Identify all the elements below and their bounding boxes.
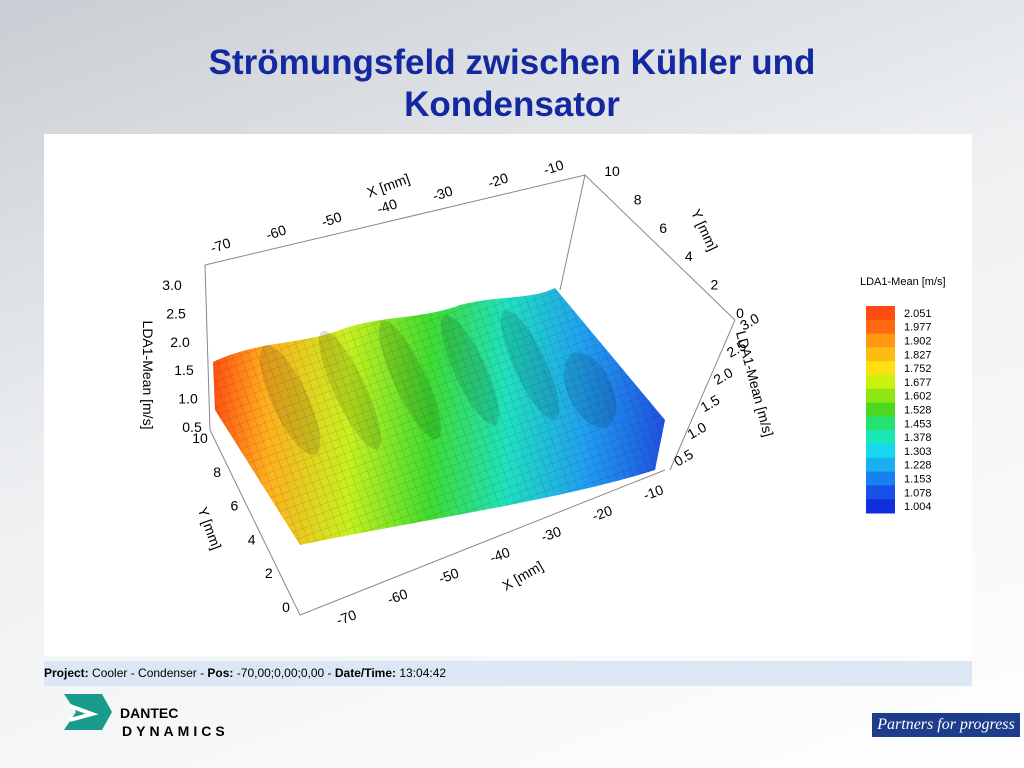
colorbar-label: 1.153 (904, 474, 932, 486)
tick-label: 10 (192, 430, 208, 446)
colorbar-label: 1.602 (904, 391, 932, 403)
colorbar-swatch (866, 333, 895, 348)
tick-label: -70 (334, 606, 359, 628)
colorbar-label: 1.228 (904, 460, 932, 472)
colorbar-label: 1.378 (904, 432, 932, 444)
colorbar-label: 1.303 (904, 446, 932, 458)
colorbar-swatch (866, 306, 895, 321)
colorbar-swatch (866, 457, 895, 473)
label: Project: (44, 666, 89, 680)
slide-title: Strömungsfeld zwischen Kühler und Konden… (0, 42, 1024, 126)
status-bar: Project: Cooler - Condenser - Pos: -70,0… (44, 661, 972, 686)
colorbar-swatch (866, 430, 895, 445)
colorbar-swatch (866, 347, 895, 362)
colorbar-swatch (866, 471, 895, 486)
tick-label: 8 (634, 191, 642, 207)
colorbar-label: 1.902 (904, 336, 932, 348)
colorbar-swatch (866, 499, 895, 514)
tick-label: -30 (430, 182, 454, 204)
tick-label: -20 (486, 169, 510, 191)
tick-label: 6 (659, 220, 667, 236)
separator: - (324, 666, 335, 680)
tick-label: -50 (319, 208, 343, 230)
tick-label: 1.0 (178, 391, 198, 407)
tick-label: 2 (265, 565, 273, 581)
tick-label: -50 (436, 565, 461, 587)
tick-label: -40 (375, 195, 399, 217)
colorbar-swatch (866, 361, 895, 376)
label: Date/Time: (334, 666, 396, 680)
logo: DANTEC DYNAMICS (64, 694, 229, 739)
tick-label: -10 (541, 156, 565, 178)
tick-label: -60 (385, 585, 410, 607)
colorbar-swatch (866, 402, 895, 417)
tick-label: 0 (736, 305, 744, 321)
colorbar-label: 1.528 (904, 405, 932, 417)
tick-label: 2.5 (166, 305, 186, 321)
colorbar-label: 1.977 (904, 322, 932, 334)
surface (213, 288, 665, 545)
tick-label: -10 (641, 481, 666, 503)
tick-label: 2.0 (170, 334, 190, 350)
tick-label: 3.0 (162, 277, 182, 293)
colorbar-label: 1.078 (904, 487, 932, 499)
tick-label: -20 (590, 502, 615, 524)
colorbar-swatch (866, 375, 895, 390)
tick-label: -40 (488, 544, 513, 566)
colorbar-swatch (866, 485, 895, 500)
tick-label: 1.5 (174, 362, 194, 378)
separator: - (196, 666, 208, 680)
value: 13:04:42 (399, 666, 447, 680)
colorbar-label: 1.004 (904, 501, 932, 513)
colorbar-swatch (866, 416, 895, 431)
value: Cooler - Condenser (92, 666, 197, 680)
plot-box (204, 174, 736, 616)
tick-label: 8 (213, 464, 221, 480)
tagline: Partners for progress (872, 713, 1020, 737)
value: -70,00;0,00;0,00 (236, 666, 325, 680)
colorbar-label: 1.677 (904, 377, 932, 389)
tick-label: 0 (282, 599, 290, 615)
colorbar-swatch (866, 444, 895, 459)
tick-label: 4 (685, 248, 693, 264)
colorbar-label: 2.051 (904, 308, 932, 320)
colorbar-label: 1.827 (904, 349, 932, 361)
tick-label: -30 (539, 523, 564, 545)
colorbar-title: LDA1-Mean [m/s] (860, 276, 946, 288)
tick-label: 6 (231, 498, 239, 514)
colorbar-label: 1.752 (904, 363, 932, 375)
tick-label: -60 (264, 221, 288, 243)
tick-label: -70 (208, 234, 232, 256)
tick-label: 10 (604, 163, 620, 179)
colorbar-swatch (866, 319, 895, 335)
tick-label: 0.5 (182, 419, 202, 435)
colorbar-swatch (866, 388, 895, 404)
axis-label: LDA1-Mean [m/s] (140, 321, 156, 430)
logo-name: DANTEC (120, 705, 178, 721)
logo-sub: DYNAMICS (122, 723, 229, 739)
tick-label: 4 (248, 531, 256, 547)
tick-label: 2 (711, 277, 719, 293)
title-text: Strömungsfeld zwischen Kühler und Konden… (208, 43, 816, 124)
colorbar-label: 1.453 (904, 418, 932, 430)
label: Pos: (207, 666, 234, 680)
